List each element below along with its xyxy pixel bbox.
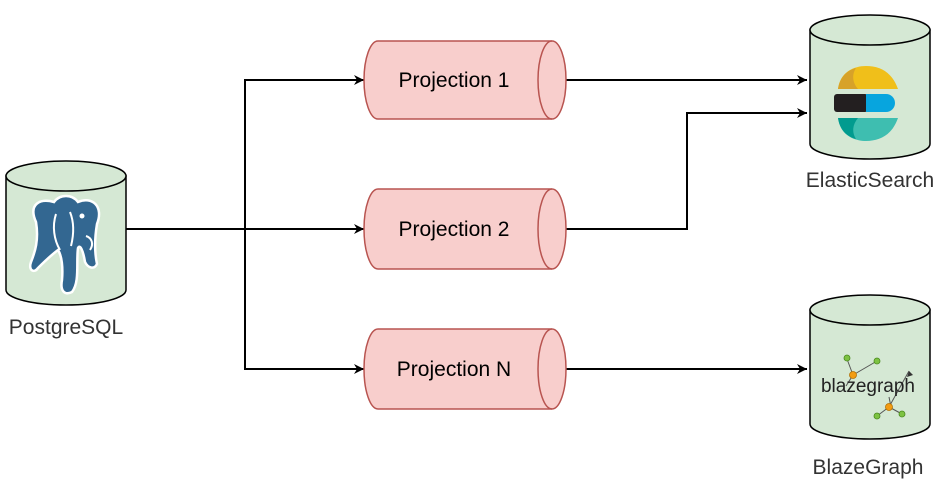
blazegraph-database[interactable]: blazegraph BlazeGraph (809, 294, 931, 479)
elasticsearch-database[interactable]: ElasticSearch (806, 14, 934, 192)
postgresql-database[interactable]: PostgreSQL (5, 160, 127, 339)
postgresql-label: PostgreSQL (9, 316, 123, 339)
projection-1[interactable]: Projection 1 (363, 40, 567, 120)
blazegraph-label: BlazeGraph (813, 456, 924, 479)
blazegraph-logo-icon: blazegraph (821, 354, 915, 420)
edge-postgres-to-projection-n (244, 229, 364, 374)
projection-n-label: Projection N (397, 358, 511, 381)
projection-1-label: Projection 1 (399, 69, 510, 92)
elasticsearch-label: ElasticSearch (806, 169, 934, 192)
postgresql-elephant-icon (29, 194, 101, 295)
edge-projection-2-to-elasticsearch (566, 108, 807, 230)
projection-n[interactable]: Projection N (363, 328, 567, 410)
edge-postgres-to-projection-1 (126, 75, 364, 230)
projection-2-label: Projection 2 (399, 218, 510, 241)
edges (126, 75, 807, 374)
projection-2[interactable]: Projection 2 (363, 188, 567, 270)
elasticsearch-logo-icon (834, 66, 898, 141)
blazegraph-logo-text: blazegraph (821, 376, 915, 397)
